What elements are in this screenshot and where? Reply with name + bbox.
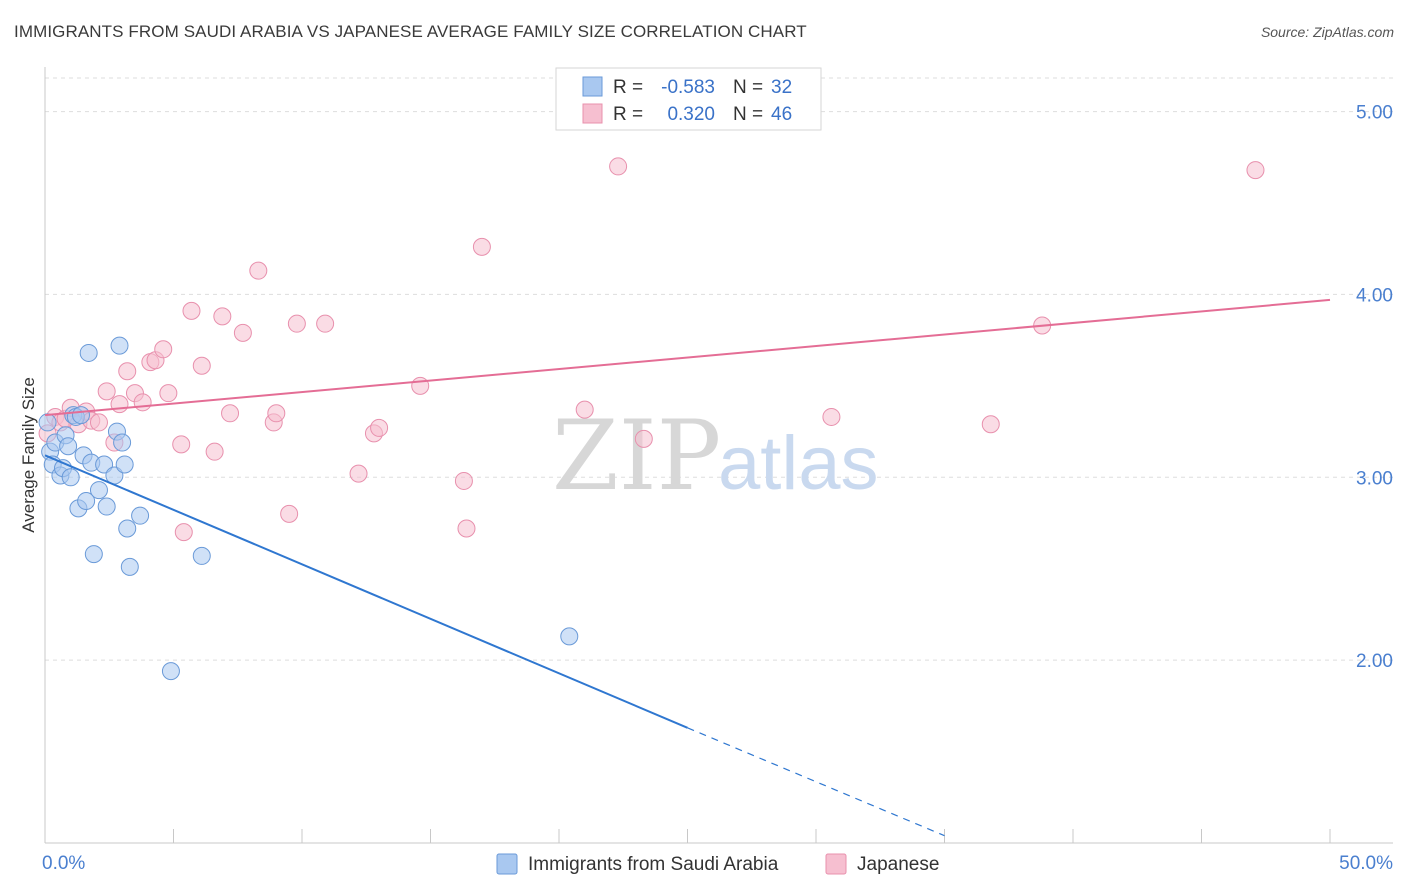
japanese-point [981, 415, 1000, 434]
saudi-arabia-point [97, 497, 116, 516]
japanese-point [316, 314, 335, 333]
saudi-arabia-point [95, 455, 114, 474]
saudi-arabia-point [59, 437, 78, 456]
saudi-arabia-point [192, 546, 211, 565]
y-tick-label-3: 3.00 [1356, 468, 1393, 489]
stats-r-label-blue: R = [613, 77, 643, 98]
japanese-point [349, 464, 368, 483]
saudi-arabia-point [89, 481, 108, 500]
stats-r-label-pink: R = [613, 104, 643, 125]
stats-r-value-pink: 0.320 [667, 104, 715, 125]
legend-swatch-japanese[interactable] [825, 853, 847, 875]
legend-label-saudi[interactable]: Immigrants from Saudi Arabia [528, 854, 779, 875]
y-tick-label-2: 2.00 [1356, 651, 1393, 672]
japanese-point [154, 340, 173, 359]
saudi-arabia-point [71, 406, 90, 425]
saudi-arabia-point [560, 627, 579, 646]
y-tick-label-5: 5.00 [1356, 103, 1393, 124]
saudi-arabia-point [61, 468, 80, 487]
japanese-point [192, 356, 211, 375]
japanese-point [249, 261, 268, 280]
legend-swatch-saudi[interactable] [496, 853, 518, 875]
saudi-arabia-point [120, 557, 139, 576]
japanese-point [472, 237, 491, 256]
watermark-zip: ZIP [552, 400, 721, 512]
japanese-point [110, 395, 129, 414]
chart-title: IMMIGRANTS FROM SAUDI ARABIA VS JAPANESE… [14, 22, 807, 41]
trend-layer [44, 298, 1331, 837]
japanese-point [174, 523, 193, 542]
japanese-trend-line [44, 298, 1331, 417]
source-label: Source: ZipAtlas.com [1260, 24, 1394, 40]
saudi-arabia-point [79, 343, 98, 362]
japanese-point [287, 314, 306, 333]
japanese-point [267, 404, 286, 423]
japanese-point [172, 435, 191, 454]
japanese-point [97, 382, 116, 401]
japanese-point [370, 418, 389, 437]
stats-n-label-blue: N = [733, 77, 763, 98]
japanese-point [89, 413, 108, 432]
bottom-legend: Immigrants from Saudi Arabia Japanese [496, 853, 939, 875]
japanese-point [411, 376, 430, 395]
saudi-arabia-point [77, 492, 96, 511]
saudi-arabia-trend-line [44, 454, 688, 729]
japanese-point [118, 362, 137, 381]
japanese-point [575, 400, 594, 419]
saudi-arabia-points [38, 336, 579, 681]
saudi-arabia-point [110, 336, 129, 355]
japanese-point [454, 471, 473, 490]
saudi-arabia-point [161, 662, 180, 681]
saudi-arabia-point [38, 413, 57, 432]
japanese-point [205, 442, 224, 461]
saudi-arabia-trend-extension [687, 727, 945, 837]
japanese-point [159, 384, 178, 403]
japanese-point [457, 519, 476, 538]
x-tick-label-max: 50.0% [1339, 853, 1393, 874]
stats-n-value-pink: 46 [771, 104, 792, 125]
japanese-point [634, 429, 653, 448]
japanese-point [609, 157, 628, 176]
x-tick-label-min: 0.0% [42, 853, 85, 874]
saudi-arabia-point [118, 519, 137, 538]
japanese-point [221, 404, 240, 423]
legend-label-japanese[interactable]: Japanese [857, 854, 939, 875]
stats-blue-swatch [582, 76, 603, 97]
saudi-arabia-point [115, 455, 134, 474]
saudi-arabia-point [131, 506, 150, 525]
japanese-point [1246, 161, 1265, 180]
stats-n-label-pink: N = [733, 104, 763, 125]
stats-n-value-blue: 32 [771, 77, 792, 98]
japanese-point [182, 301, 201, 320]
saudi-arabia-point [84, 545, 103, 564]
grid-layer [45, 77, 1393, 661]
stats-box: R = -0.583 N = 32 R = 0.320 N = 46 [555, 67, 822, 131]
japanese-point [213, 307, 232, 326]
saudi-arabia-point [113, 433, 132, 452]
stats-r-value-blue: -0.583 [661, 77, 715, 98]
watermark-atlas: atlas [718, 421, 879, 506]
japanese-point [280, 504, 299, 523]
japanese-point [822, 407, 841, 426]
japanese-point [133, 393, 152, 412]
y-tick-label-4: 4.00 [1356, 285, 1393, 306]
japanese-point [233, 323, 252, 342]
stats-pink-swatch [582, 103, 603, 124]
y-axis-label: Average Family Size [19, 377, 38, 533]
